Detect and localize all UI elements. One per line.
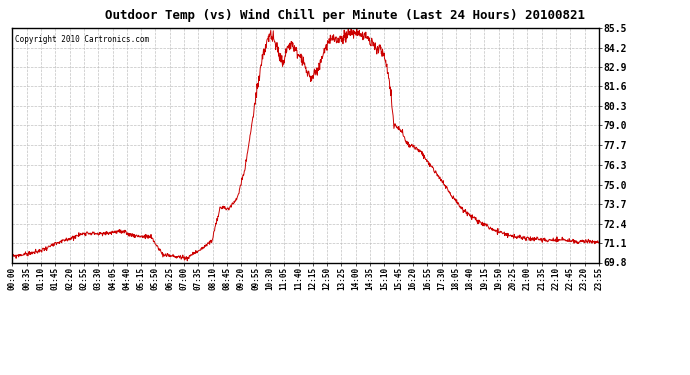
Text: Outdoor Temp (vs) Wind Chill per Minute (Last 24 Hours) 20100821: Outdoor Temp (vs) Wind Chill per Minute … (105, 9, 585, 22)
Text: Copyright 2010 Cartronics.com: Copyright 2010 Cartronics.com (15, 35, 150, 44)
